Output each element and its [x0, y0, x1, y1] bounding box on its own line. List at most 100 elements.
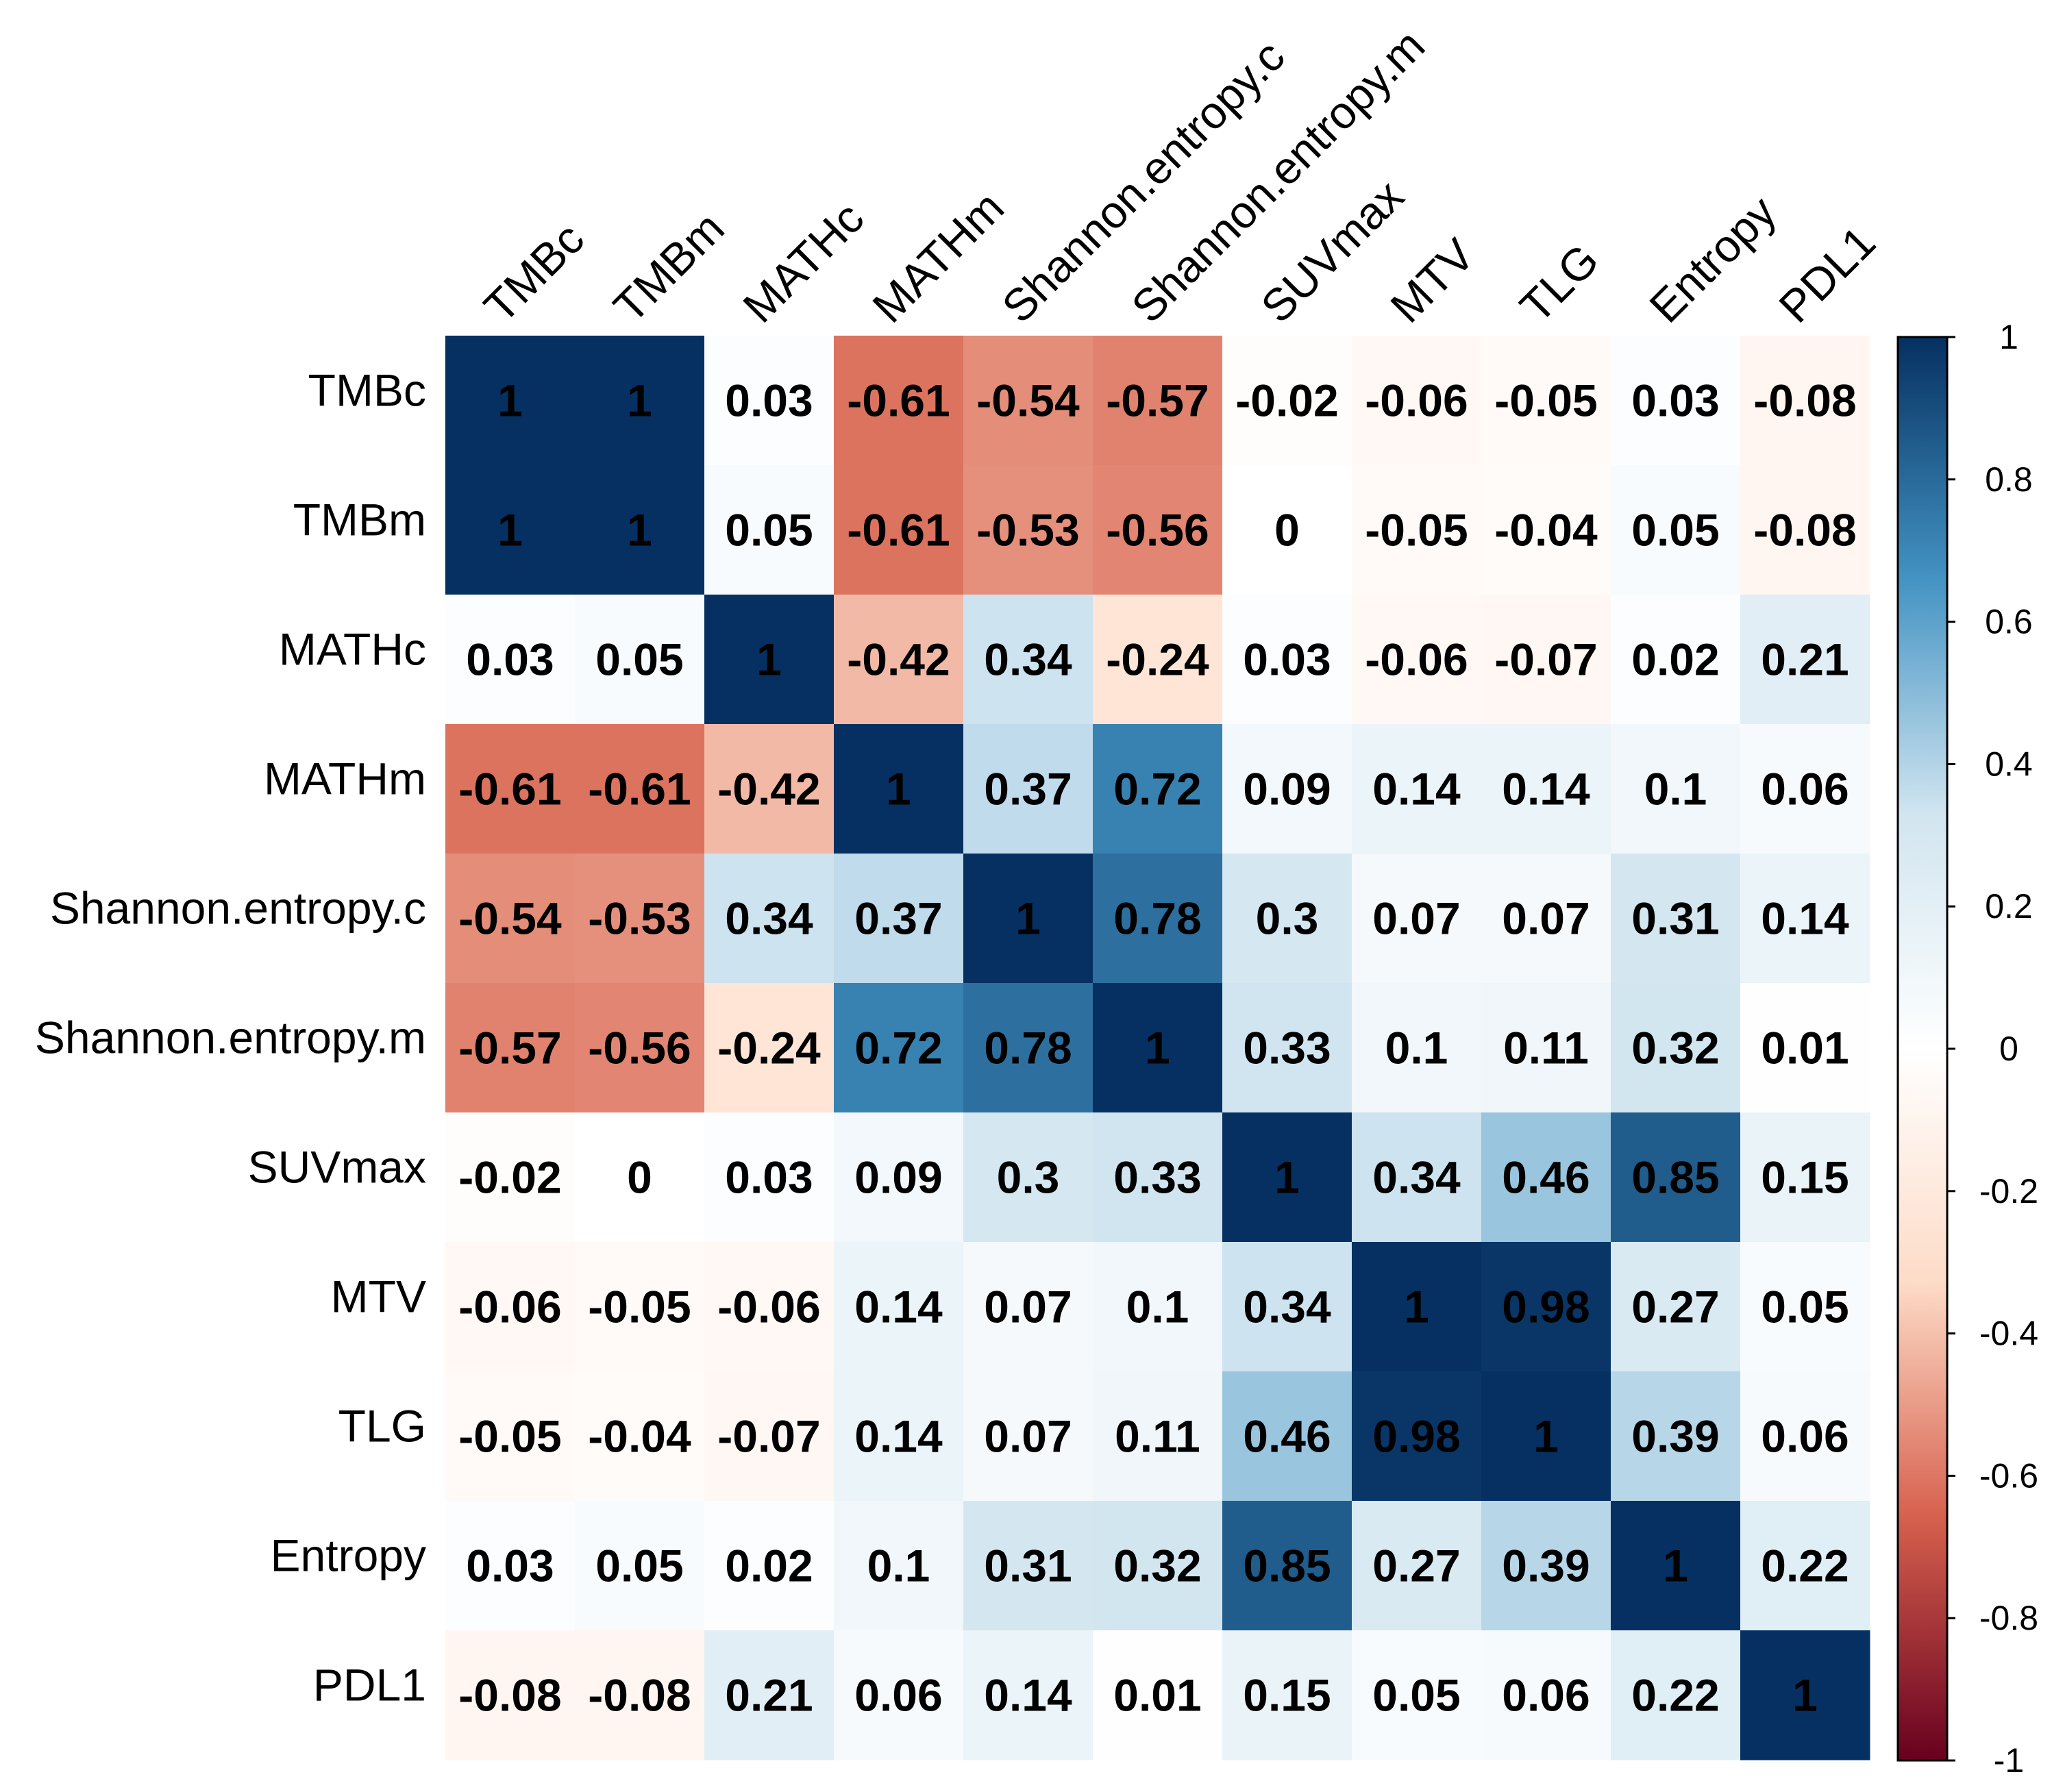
colorbar-tick-label--1: -1: [1994, 1741, 2024, 1780]
cell-TMBm-SUVmax: [1222, 465, 1352, 595]
cell-MTV-SUVmax: [1222, 1242, 1352, 1372]
cell-value-MATHc-Shannon.entropy.c: 0.34: [984, 634, 1072, 685]
cell-value-Entropy-PDL1: 0.22: [1761, 1541, 1849, 1591]
cell-value-TMBm-PDL1: -0.08: [1753, 505, 1856, 556]
cell-MTV-Shannon.entropy.c: [963, 1242, 1093, 1372]
colorbar-tick-label-0: 0: [1999, 1030, 2018, 1068]
column-label-Entropy: Entropy: [1640, 186, 1785, 332]
cell-SUVmax-TMBc: [445, 1112, 576, 1243]
cell-value-TLG-MTV: 0.98: [1372, 1411, 1460, 1462]
cell-TMBc-PDL1: [1740, 336, 1870, 466]
cell-PDL1-MATHc: [704, 1630, 835, 1760]
cell-value-TLG-Shannon.entropy.m: 0.11: [1115, 1411, 1200, 1462]
cell-value-Entropy-MTV: 0.27: [1372, 1541, 1460, 1591]
cell-TMBm-MTV: [1352, 465, 1482, 595]
cell-value-PDL1-MATHm: 0.06: [854, 1670, 942, 1721]
cell-TMBc-Shannon.entropy.c: [963, 336, 1093, 466]
cell-TMBm-TMBm: [575, 465, 705, 595]
cell-value-Shannon.entropy.m-TMBc: -0.57: [458, 1023, 561, 1073]
column-labels: TMBc TMBm MATHcMATHmShannon.entropy.cShann…: [474, 20, 1885, 332]
column-label-MTV: MTV: [1381, 229, 1484, 332]
cell-MATHm-MATHm: [834, 724, 964, 854]
cell-Shannon.entropy.c-SUVmax: [1222, 854, 1352, 984]
cell-value-TMBm-SUVmax: 0: [1274, 505, 1300, 556]
cell-PDL1-TMBc: [445, 1630, 576, 1760]
cell-TMBm-MATHc: [704, 465, 835, 595]
cell-value-MATHc-MATHm: -0.42: [847, 634, 950, 685]
cell-value-SUVmax-MATHc: 0.03: [725, 1152, 813, 1203]
cell-value-MATHc-TLG: -0.07: [1494, 634, 1597, 685]
cell-value-TMBc-TMBm: 1: [627, 375, 652, 426]
cell-value-Shannon.entropy.m-TLG: 0.11: [1503, 1023, 1589, 1073]
cell-value-Entropy-TMBm: 0.05: [595, 1541, 683, 1591]
row-label-Shannon.entropy.c: Shannon.entropy.c: [50, 883, 426, 934]
cell-value-SUVmax-TLG: 0.46: [1502, 1152, 1590, 1203]
cell-Shannon.entropy.c-PDL1: [1740, 854, 1870, 984]
column-label-TMBm: TMBm: [604, 202, 734, 332]
cell-value-MATHc-TMBm: 0.05: [595, 634, 683, 685]
row-label-MTV: MTV: [331, 1271, 426, 1322]
cell-PDL1-MTV: [1352, 1630, 1482, 1760]
cell-value-MTV-PDL1: 0.05: [1761, 1282, 1849, 1332]
cell-MATHm-MTV: [1352, 724, 1482, 854]
cell-Entropy-MATHc: [704, 1501, 835, 1631]
column-label-TLG: TLG: [1510, 234, 1608, 332]
cell-value-TMBm-Shannon.entropy.m: -0.56: [1106, 505, 1209, 556]
cell-value-Shannon.entropy.m-Shannon.entropy.m: 1: [1145, 1023, 1170, 1073]
cell-MATHc-PDL1: [1740, 595, 1870, 725]
row-label-Shannon.entropy.m: Shannon.entropy.m: [35, 1012, 426, 1063]
cell-value-Entropy-TLG: 0.39: [1502, 1541, 1590, 1591]
cell-value-Shannon.entropy.c-PDL1: 0.14: [1761, 893, 1849, 944]
cell-Entropy-MTV: [1352, 1501, 1482, 1631]
cell-MATHc-TMBm: [575, 595, 705, 725]
colorbar-tick-label--0.8: -0.8: [1979, 1599, 2038, 1637]
cell-Entropy-Entropy: [1611, 1501, 1741, 1631]
cell-value-MATHc-MTV: -0.06: [1365, 634, 1468, 685]
cell-value-TMBm-TMBm: 1: [627, 505, 652, 556]
cell-value-MATHm-SUVmax: 0.09: [1243, 764, 1331, 814]
cell-MTV-Shannon.entropy.m: [1093, 1242, 1223, 1372]
cell-value-Entropy-Shannon.entropy.c: 0.31: [984, 1541, 1072, 1591]
cell-value-Entropy-MATHc: 0.02: [725, 1541, 813, 1591]
cell-TLG-PDL1: [1740, 1371, 1870, 1502]
cell-SUVmax-TMBm: [575, 1112, 705, 1243]
cell-value-Entropy-MATHm: 0.1: [867, 1541, 930, 1591]
cell-value-MTV-Shannon.entropy.c: 0.07: [984, 1282, 1072, 1332]
cell-value-PDL1-Shannon.entropy.c: 0.14: [984, 1670, 1072, 1721]
cell-Shannon.entropy.c-MTV: [1352, 854, 1482, 984]
cell-value-PDL1-MATHc: 0.21: [725, 1670, 813, 1721]
cell-value-TLG-PDL1: 0.06: [1761, 1411, 1849, 1462]
cell-MATHm-SUVmax: [1222, 724, 1352, 854]
cell-value-TMBc-PDL1: -0.08: [1753, 375, 1856, 426]
cell-value-TLG-Entropy: 0.39: [1631, 1411, 1719, 1462]
cell-value-PDL1-TLG: 0.06: [1502, 1670, 1590, 1721]
cell-MATHc-MTV: [1352, 595, 1482, 725]
cell-MATHm-TMBc: [445, 724, 576, 854]
cell-value-TMBc-MTV: -0.06: [1365, 375, 1468, 426]
cell-value-MTV-TMBm: -0.05: [588, 1282, 691, 1332]
cell-value-TMBm-MTV: -0.05: [1365, 505, 1468, 556]
cell-value-MATHm-TLG: 0.14: [1502, 764, 1590, 814]
cell-value-Shannon.entropy.c-TLG: 0.07: [1502, 893, 1590, 944]
column-label-TMBc: TMBc: [474, 213, 593, 332]
cell-Entropy-TMBc: [445, 1501, 576, 1631]
cell-Entropy-TMBm: [575, 1501, 705, 1631]
cell-value-TMBc-Shannon.entropy.c: -0.54: [976, 375, 1080, 426]
cell-MATHm-PDL1: [1740, 724, 1870, 854]
cell-PDL1-SUVmax: [1222, 1630, 1352, 1760]
cell-TLG-SUVmax: [1222, 1371, 1352, 1502]
cell-value-Shannon.entropy.c-MATHm: 0.37: [854, 893, 942, 944]
cell-value-SUVmax-TMBm: 0: [627, 1152, 652, 1203]
cell-value-PDL1-TMBm: -0.08: [588, 1670, 691, 1721]
cell-SUVmax-PDL1: [1740, 1112, 1870, 1243]
cell-PDL1-PDL1: [1740, 1630, 1870, 1760]
cell-value-SUVmax-TMBc: -0.02: [458, 1152, 561, 1203]
cell-TMBc-TMBm: [575, 336, 705, 466]
cell-MATHc-TMBc: [445, 595, 576, 725]
colorbar-tick-label-1: 1: [1999, 318, 2018, 356]
cell-MTV-TLG: [1481, 1242, 1611, 1372]
cell-value-Shannon.entropy.m-Shannon.entropy.c: 0.78: [984, 1023, 1072, 1073]
cell-TMBc-Entropy: [1611, 336, 1741, 466]
cell-TMBc-SUVmax: [1222, 336, 1352, 466]
cell-TMBm-TMBc: [445, 465, 576, 595]
